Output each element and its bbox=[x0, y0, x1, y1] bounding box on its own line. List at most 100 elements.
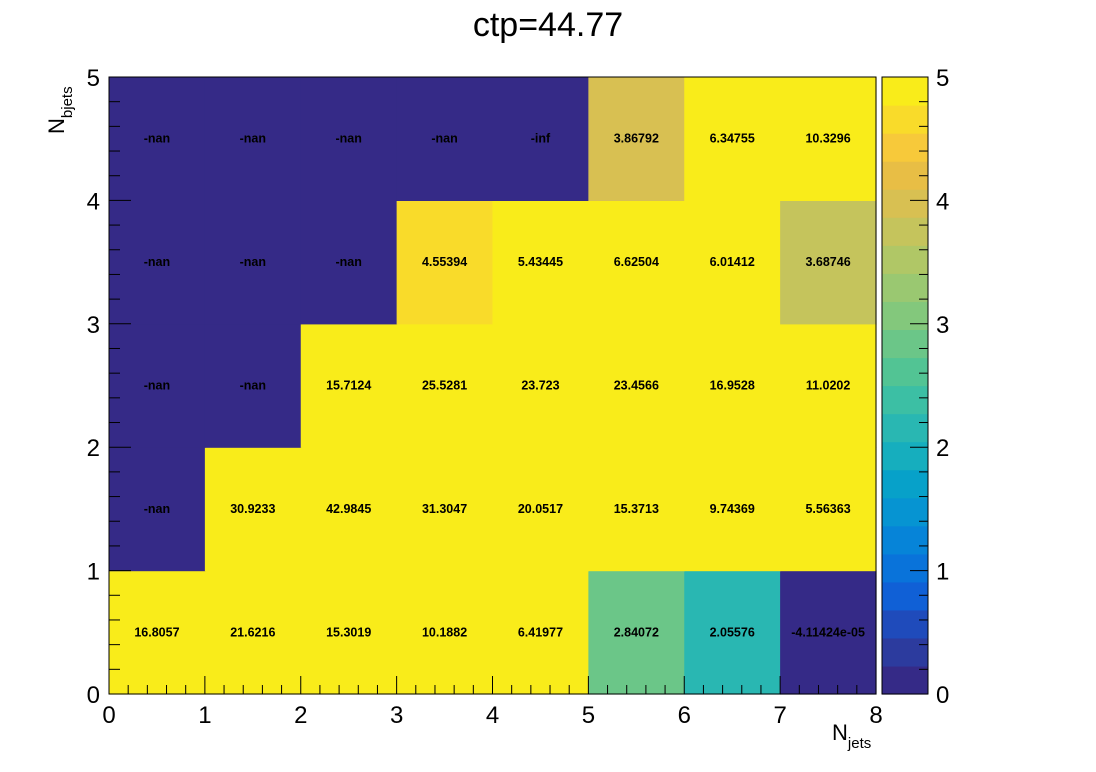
color-scale-step bbox=[882, 329, 928, 359]
y-tick-label: 1 bbox=[87, 559, 100, 586]
x-tick-label: 7 bbox=[773, 702, 786, 729]
color-scale-step bbox=[882, 413, 928, 443]
cell-value-label: 11.0202 bbox=[806, 379, 851, 393]
chart-title: ctp=44.77 bbox=[473, 6, 623, 44]
cell-value-label: 15.3019 bbox=[326, 625, 371, 639]
cell-value-label: 42.9845 bbox=[326, 502, 371, 516]
heatmap-cell-labels: 16.8057 21.6216 15.3019 10.1882 6.41977 2.840… bbox=[134, 132, 865, 640]
heatmap-cell bbox=[204, 570, 302, 695]
heatmap-cell bbox=[204, 323, 302, 448]
x-tick-label: 8 bbox=[869, 702, 882, 729]
cell-value-label: 16.8057 bbox=[134, 625, 179, 639]
heatmap-cell bbox=[588, 447, 685, 572]
cell-value-label: 30.9233 bbox=[230, 502, 275, 516]
y-tick-label: 3 bbox=[87, 312, 100, 339]
heatmap-cell bbox=[588, 77, 685, 201]
cell-value-label: 6.41977 bbox=[518, 625, 563, 639]
x-axis-label: Njets bbox=[832, 720, 871, 752]
cell-value-label: -nan bbox=[335, 255, 361, 269]
heatmap-cell bbox=[684, 323, 781, 448]
x-tick-label: 5 bbox=[582, 702, 595, 729]
heatmap-cell bbox=[396, 77, 494, 201]
heatmap-cell bbox=[492, 200, 589, 325]
x-tick-label: 1 bbox=[198, 702, 211, 729]
cell-value-label: -nan bbox=[144, 255, 170, 269]
color-scale-step bbox=[882, 189, 928, 218]
color-scale-step bbox=[882, 553, 928, 583]
cell-value-label: 2.05576 bbox=[710, 625, 755, 639]
cell-value-label: 6.01412 bbox=[710, 255, 755, 269]
heatmap-cell bbox=[300, 570, 398, 695]
heatmap-cell bbox=[300, 447, 398, 572]
y-tick-label: 5 bbox=[87, 65, 100, 92]
heatmap-cell bbox=[588, 570, 685, 695]
cell-value-label: 23.723 bbox=[521, 379, 559, 393]
heatmap-cell bbox=[684, 570, 781, 695]
cell-value-label: -4.11424e-05 bbox=[791, 625, 865, 639]
heatmap-cell bbox=[492, 570, 589, 695]
cell-value-label: -nan bbox=[240, 132, 266, 146]
heatmap-cell bbox=[109, 570, 206, 695]
heatmap-cell bbox=[204, 200, 302, 325]
cell-value-label: 10.1882 bbox=[422, 625, 467, 639]
cell-value-label: 20.0517 bbox=[518, 502, 563, 516]
cell-value-label: 5.43445 bbox=[518, 255, 563, 269]
color-scale-step bbox=[882, 217, 928, 246]
cell-value-label: 9.74369 bbox=[710, 502, 755, 516]
y-tick-label: 4 bbox=[87, 188, 100, 215]
color-scale-step bbox=[882, 525, 928, 555]
x-tick-label: 6 bbox=[678, 702, 691, 729]
heatmap-cell bbox=[780, 447, 877, 572]
heatmap-cell bbox=[396, 323, 494, 448]
heatmap-cell bbox=[780, 323, 877, 448]
color-scale-step bbox=[882, 581, 928, 611]
x-axis-label-main: N bbox=[832, 720, 848, 745]
cell-value-label: 6.34755 bbox=[710, 132, 755, 146]
heatmap-cell bbox=[396, 200, 494, 325]
color-scale-step bbox=[882, 469, 928, 499]
heatmap-cells bbox=[109, 77, 877, 695]
heatmap-cell bbox=[492, 77, 589, 201]
cell-value-label: -nan bbox=[144, 502, 170, 516]
heatmap-cell bbox=[396, 447, 494, 572]
heatmap-cell bbox=[684, 447, 781, 572]
cell-value-label: -nan bbox=[144, 132, 170, 146]
heatmap-cell bbox=[109, 77, 206, 201]
heatmap-cell bbox=[109, 447, 206, 572]
x-tick-label: 0 bbox=[102, 702, 115, 729]
heatmap-cell bbox=[492, 323, 589, 448]
heatmap-cell bbox=[780, 570, 877, 695]
y-axis-ticks: 0 1 2 3 4 5 bbox=[87, 65, 131, 709]
cell-value-label: -inf bbox=[531, 132, 551, 146]
cell-value-label: 2.84072 bbox=[614, 625, 659, 639]
y-axis-label-sub: bjets bbox=[59, 86, 76, 118]
x-axis-ticks: 0 1 2 3 4 5 6 7 8 bbox=[102, 676, 883, 729]
heatmap-cell bbox=[588, 200, 685, 325]
x-tick-label: 3 bbox=[390, 702, 403, 729]
heatmap-cell bbox=[204, 447, 302, 572]
cell-value-label: 23.4566 bbox=[614, 379, 659, 393]
color-scale-bar bbox=[882, 77, 928, 695]
color-scale-label: 4 bbox=[936, 188, 949, 215]
cell-value-label: 21.6216 bbox=[230, 625, 275, 639]
color-scale-step bbox=[882, 273, 928, 302]
x-tick-label: 4 bbox=[486, 702, 499, 729]
cell-value-label: -nan bbox=[431, 132, 457, 146]
heatmap-cell bbox=[300, 323, 398, 448]
cell-value-label: 25.5281 bbox=[422, 379, 467, 393]
cell-value-label: 10.3296 bbox=[805, 132, 850, 146]
color-scale-step bbox=[882, 301, 928, 331]
color-scale-label: 0 bbox=[936, 682, 949, 709]
heatmap-cell bbox=[588, 323, 685, 448]
cell-value-label: -nan bbox=[240, 255, 266, 269]
cell-value-label: 5.56363 bbox=[805, 502, 850, 516]
color-scale-label: 2 bbox=[936, 435, 949, 462]
color-scale-step bbox=[882, 665, 928, 695]
color-scale-frame bbox=[881, 76, 929, 695]
heatmap-cell bbox=[396, 570, 494, 695]
cell-value-label: 15.7124 bbox=[326, 379, 371, 393]
y-axis-label-main: N bbox=[44, 118, 69, 134]
cell-value-label: 4.55394 bbox=[422, 255, 467, 269]
color-scale-label: 3 bbox=[936, 312, 949, 339]
